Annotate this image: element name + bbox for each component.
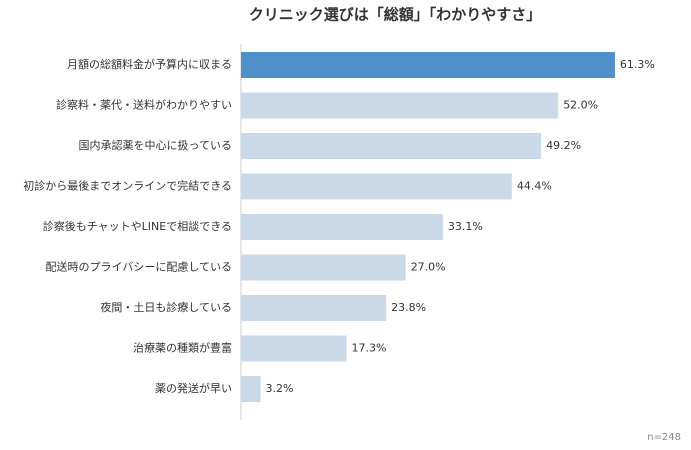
bar — [241, 214, 443, 240]
category-label: 月額の総額料金が予算内に収まる — [67, 57, 232, 71]
bar — [241, 133, 542, 159]
value-label: 3.2% — [266, 382, 294, 395]
value-label: 17.3% — [352, 342, 387, 355]
category-label: 初診から最後までオンラインで完結できる — [23, 179, 232, 193]
category-label: 配送時のプライバシーに配慮している — [46, 260, 232, 274]
bar — [241, 254, 406, 281]
bar — [241, 52, 615, 78]
value-label: 33.1% — [448, 220, 483, 233]
bar — [241, 335, 347, 362]
value-label: 27.0% — [411, 261, 446, 274]
chart-title: クリニック選びは「総額」「わかりやすさ」 — [249, 6, 542, 24]
category-label: 診察後もチャットやLINEで相談できる — [43, 219, 232, 233]
value-label: 23.8% — [391, 301, 426, 314]
bar — [241, 295, 387, 321]
category-label: 国内承認薬を中心に扱っている — [79, 138, 232, 152]
value-label: 52.0% — [563, 99, 598, 112]
category-label: 治療薬の種類が豊富 — [133, 341, 232, 355]
category-label: 診察料・薬代・送料がわかりやすい — [56, 98, 232, 112]
value-label: 49.2% — [546, 139, 581, 152]
category-label: 夜間・土日も診療している — [100, 300, 232, 314]
value-label: 61.3% — [620, 58, 655, 71]
sample-note: n=248 — [647, 432, 681, 443]
bar — [241, 173, 512, 200]
category-label: 薬の発送が早い — [155, 381, 232, 395]
bar — [241, 376, 261, 402]
value-label: 44.4% — [517, 180, 552, 193]
bar — [241, 92, 559, 119]
